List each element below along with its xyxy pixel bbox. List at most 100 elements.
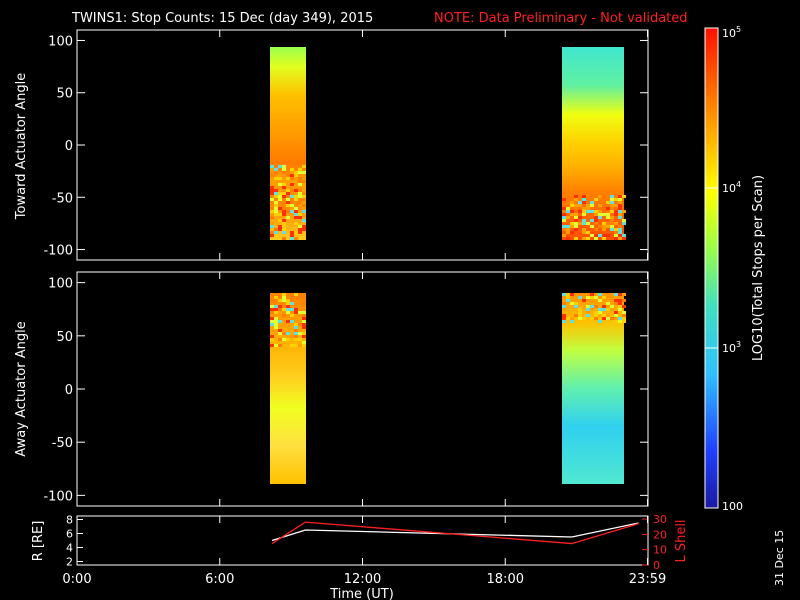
ytick-label: 8 xyxy=(66,514,73,527)
toward-heatmap xyxy=(270,47,626,240)
heatmap-cell xyxy=(302,180,306,183)
heatmap-cell xyxy=(602,228,606,231)
heatmap-cell xyxy=(270,186,274,189)
heatmap-cell xyxy=(282,296,286,299)
heatmap-cell xyxy=(562,302,566,305)
heatmap-cell xyxy=(302,326,306,329)
heatmap-cell xyxy=(302,320,306,323)
heatmap-cell xyxy=(590,296,594,299)
heatmap-cell xyxy=(606,207,610,210)
heatmap-cell xyxy=(574,228,578,231)
heatmap-cell xyxy=(574,302,578,305)
cbar-tick-label: 104 xyxy=(722,180,741,195)
heatmap-cell xyxy=(286,171,290,174)
heatmap-cell xyxy=(566,293,570,296)
heatmap-cell xyxy=(598,311,602,314)
heatmap-cell xyxy=(274,326,278,329)
heatmap-cell xyxy=(274,344,278,347)
heatmap-cell xyxy=(286,201,290,204)
ytick-label: 50 xyxy=(56,330,73,345)
heatmap-cell xyxy=(610,198,614,201)
ytick-label: -50 xyxy=(52,191,73,206)
heatmap-cell xyxy=(298,213,302,216)
heatmap-cell xyxy=(270,299,274,302)
heatmap-cell xyxy=(562,228,566,231)
heatmap-cell xyxy=(618,231,622,234)
heatmap-cell xyxy=(286,216,290,219)
heatmap-cell xyxy=(586,195,590,198)
heatmap-cell xyxy=(582,195,586,198)
heatmap-cell xyxy=(278,189,282,192)
heatmap-cell xyxy=(610,225,614,228)
heatmap-cell xyxy=(302,344,306,347)
heatmap-cell xyxy=(302,171,306,174)
heatmap-cell xyxy=(290,174,294,177)
heatmap-cell xyxy=(294,329,298,332)
heatmap-cell xyxy=(574,216,578,219)
heatmap-cell xyxy=(286,198,290,201)
heatmap-cell xyxy=(290,207,294,210)
heatmap-cell xyxy=(574,198,578,201)
away-ylabel: Away Actuator Angle xyxy=(14,321,29,456)
heatmap-cell xyxy=(298,320,302,323)
colorbar-label: LOG10(Total Stops per Scan) xyxy=(751,175,766,361)
heatmap-cell xyxy=(610,308,614,311)
heatmap-cell xyxy=(570,201,574,204)
lshell-axis-label: L Shell xyxy=(674,519,689,562)
toward-yaxis: 100 50 0 -50 -100 xyxy=(43,34,648,259)
heatmap-cell xyxy=(282,228,286,231)
heatmap-cell xyxy=(574,222,578,225)
heatmap-cell xyxy=(594,219,598,222)
heatmap-cell xyxy=(274,207,278,210)
heatmap-cell xyxy=(606,305,610,308)
heatmap-cell xyxy=(574,305,578,308)
ytick-label: 0 xyxy=(65,383,73,398)
heatmap-cell xyxy=(602,314,606,317)
heatmap-cell xyxy=(278,344,282,347)
heatmap-cell xyxy=(602,234,606,237)
chart-title: TWINS1: Stop Counts: 15 Dec (day 349), 2… xyxy=(71,11,373,26)
heatmap-cell xyxy=(298,323,302,326)
heatmap-cell xyxy=(290,165,294,168)
heatmap-cell xyxy=(586,207,590,210)
heatmap-cell xyxy=(566,317,570,320)
heatmap-cell xyxy=(270,222,274,225)
heatmap-cell xyxy=(562,234,566,237)
heatmap-cell xyxy=(614,311,618,314)
heatmap-cell xyxy=(290,177,294,180)
heatmap-cell xyxy=(290,314,294,317)
heatmap-cell xyxy=(298,228,302,231)
heatmap-cell xyxy=(618,234,622,237)
heatmap-cell xyxy=(282,165,286,168)
heatmap-cell xyxy=(594,311,598,314)
heatmap-cell xyxy=(590,225,594,228)
heatmap-cell xyxy=(618,308,622,311)
heatmap-cell xyxy=(290,204,294,207)
heatmap-cell xyxy=(586,204,590,207)
heatmap-cell xyxy=(290,210,294,213)
heatmap-cell xyxy=(270,165,274,168)
ytick-label: 6 xyxy=(66,528,73,541)
heatmap-cell xyxy=(562,225,566,228)
heatmap-cell xyxy=(594,299,598,302)
heatmap-cell xyxy=(598,299,602,302)
heatmap-cell xyxy=(566,299,570,302)
heatmap-cell xyxy=(618,201,622,204)
heatmap-cell xyxy=(574,237,578,240)
heatmap-cell xyxy=(282,210,286,213)
heatmap-cell xyxy=(278,168,282,171)
heatmap-cell xyxy=(298,171,302,174)
heatmap-cell xyxy=(270,335,274,338)
heatmap-cell xyxy=(298,225,302,228)
heatmap-cell xyxy=(610,195,614,198)
heatmap-cell xyxy=(594,314,598,317)
heatmap-cell xyxy=(590,204,594,207)
heatmap-cell xyxy=(622,293,626,296)
heatmap-cell xyxy=(294,213,298,216)
heatmap-cell xyxy=(294,332,298,335)
heatmap-cell xyxy=(614,314,618,317)
heatmap-cell xyxy=(590,219,594,222)
heatmap-cell xyxy=(622,234,626,237)
heatmap-cell xyxy=(298,183,302,186)
heatmap-cell xyxy=(282,231,286,234)
